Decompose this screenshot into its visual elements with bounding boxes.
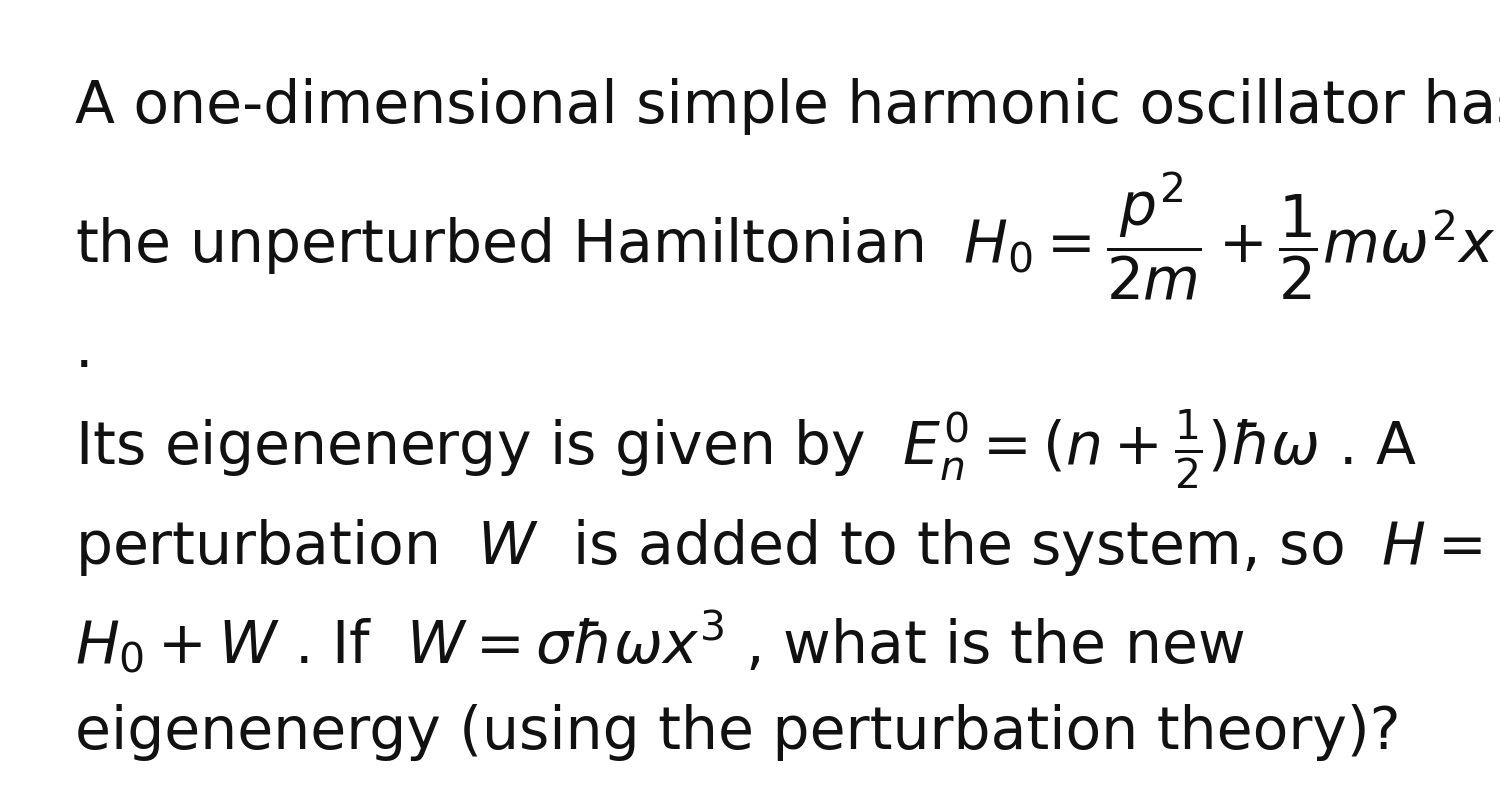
Text: Its eigenenergy is given by  $E_n^0 = (n + \frac{1}{2})\hbar\omega$ . A: Its eigenenergy is given by $E_n^0 = (n … (75, 407, 1416, 491)
Text: eigenenergy (using the perturbation theory)?: eigenenergy (using the perturbation theo… (75, 704, 1401, 761)
Text: A one-dimensional simple harmonic oscillator has: A one-dimensional simple harmonic oscill… (75, 78, 1500, 135)
Text: the unperturbed Hamiltonian  $H_0 = \dfrac{p^2}{2m} + \dfrac{1}{2}m\omega^2x^2$: the unperturbed Hamiltonian $H_0 = \dfra… (75, 171, 1500, 302)
Text: .: . (75, 322, 93, 379)
Text: $H_0 + W$ . If  $W = \sigma\hbar\omega x^3$ , what is the new: $H_0 + W$ . If $W = \sigma\hbar\omega x^… (75, 608, 1245, 676)
Text: perturbation  $W$  is added to the system, so  $H =$: perturbation $W$ is added to the system,… (75, 517, 1482, 578)
